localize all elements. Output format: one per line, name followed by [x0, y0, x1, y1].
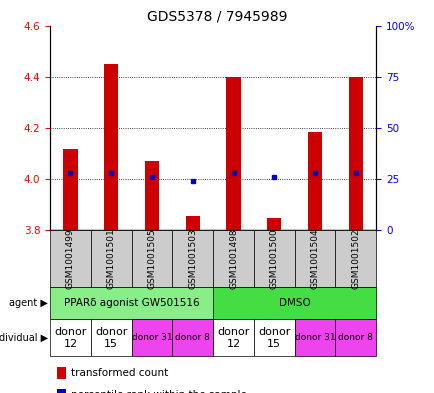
Text: donor
15: donor 15 — [257, 327, 290, 349]
Text: DMSO: DMSO — [278, 298, 310, 308]
Bar — [104, 64, 118, 230]
Text: GDS5378 / 7945989: GDS5378 / 7945989 — [147, 10, 287, 24]
Bar — [266, 219, 281, 230]
Text: transformed count: transformed count — [71, 368, 168, 378]
Text: donor 8: donor 8 — [338, 333, 372, 342]
Text: donor 31: donor 31 — [132, 333, 172, 342]
Text: GSM1001504: GSM1001504 — [310, 228, 319, 289]
Text: donor 8: donor 8 — [175, 333, 210, 342]
Bar — [348, 77, 362, 230]
Bar — [145, 161, 159, 230]
Text: GSM1001501: GSM1001501 — [106, 228, 115, 289]
Text: PPARδ agonist GW501516: PPARδ agonist GW501516 — [64, 298, 199, 308]
Text: GSM1001503: GSM1001503 — [188, 228, 197, 289]
Text: donor 31: donor 31 — [294, 333, 335, 342]
Text: donor
15: donor 15 — [95, 327, 127, 349]
Text: GSM1001499: GSM1001499 — [66, 228, 75, 289]
Text: donor
12: donor 12 — [54, 327, 86, 349]
Text: GSM1001498: GSM1001498 — [229, 228, 237, 289]
Bar — [307, 132, 322, 230]
Text: agent ▶: agent ▶ — [9, 298, 48, 308]
Text: GSM1001505: GSM1001505 — [147, 228, 156, 289]
Text: individual ▶: individual ▶ — [0, 333, 48, 343]
Text: GSM1001502: GSM1001502 — [351, 228, 359, 289]
Text: donor
12: donor 12 — [217, 327, 249, 349]
Text: GSM1001500: GSM1001500 — [269, 228, 278, 289]
Bar — [226, 77, 240, 230]
Bar — [185, 216, 200, 230]
Text: percentile rank within the sample: percentile rank within the sample — [71, 390, 247, 393]
Bar — [63, 149, 77, 230]
